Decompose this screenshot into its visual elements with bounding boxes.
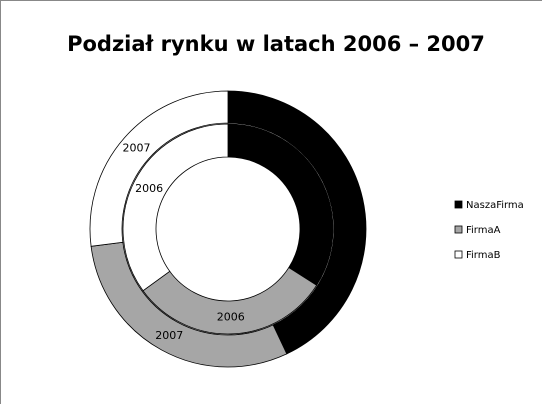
data-label: 2006 [135, 182, 163, 195]
data-label: 2006 [292, 179, 320, 192]
doughnut-segment [227, 90, 367, 355]
legend-label: FirmaB [466, 250, 501, 261]
legend-swatch [454, 200, 463, 209]
doughnut-segment [122, 123, 229, 292]
legend-label: NaszaFirma [466, 200, 524, 211]
legend-swatch [454, 250, 463, 259]
data-label: 2007 [333, 195, 361, 208]
doughnut-segment [227, 123, 334, 286]
chart-title: Podział rynku w latach 2006 – 2007 [67, 32, 485, 56]
doughnut-segment [89, 90, 229, 247]
data-label: 2006 [217, 310, 245, 323]
legend-label: FirmaA [466, 225, 501, 236]
data-label: 2007 [122, 141, 150, 154]
data-label: 2007 [155, 329, 183, 342]
legend-swatch [454, 225, 463, 234]
